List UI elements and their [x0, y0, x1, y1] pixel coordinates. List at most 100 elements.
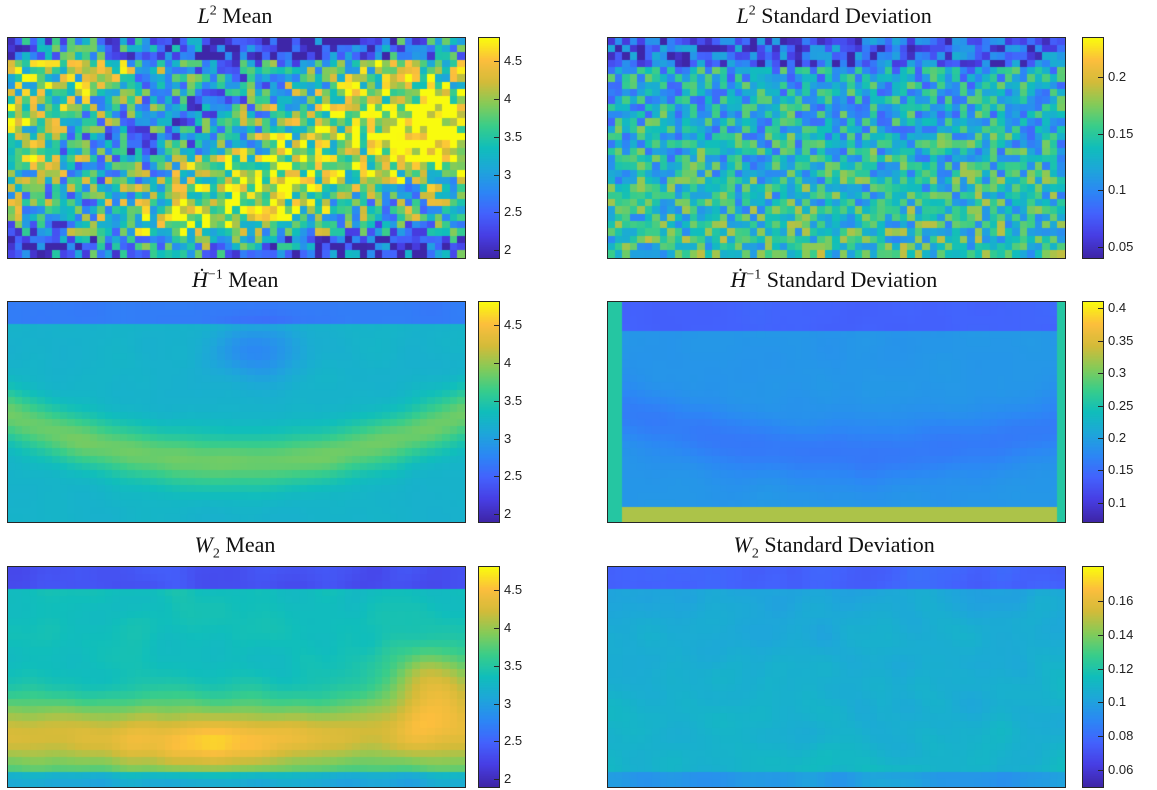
colorbar-tick-label: 3 [504, 167, 512, 182]
colorbar-tick [1098, 373, 1103, 374]
colorbar-tick [494, 212, 499, 213]
colorbar [1082, 301, 1104, 523]
heatmap [7, 37, 466, 259]
colorbar-tick-label: 4.5 [504, 53, 523, 68]
norm-superscript: −1 [746, 267, 762, 283]
colorbar-tick [494, 99, 499, 100]
colorbar-tick-label: 0.15 [1108, 462, 1134, 477]
colorbar-tick [1098, 736, 1103, 737]
colorbar-tick-label: 2.5 [504, 468, 523, 483]
colorbar-tick [1098, 190, 1103, 191]
panel-title: L2 Standard Deviation [737, 3, 932, 29]
colorbar-tick [1098, 669, 1103, 670]
heatmap [7, 566, 466, 788]
norm-symbol: L [197, 3, 210, 28]
colorbar-tick-label: 0.1 [1108, 495, 1127, 510]
colorbar-tick [1098, 470, 1103, 471]
panel-title: L2 Mean [198, 3, 273, 29]
heatmap [607, 566, 1066, 788]
norm-subscript: 2 [751, 546, 759, 562]
colorbar-tick [494, 363, 499, 364]
title-label: Mean [222, 267, 279, 292]
colorbar-tick [1098, 308, 1103, 309]
colorbar-tick-label: 0.1 [1108, 182, 1127, 197]
colorbar-gradient [479, 38, 499, 258]
colorbar-tick [494, 250, 499, 251]
colorbar-tick-label: 3.5 [504, 129, 523, 144]
colorbar-tick [1098, 406, 1103, 407]
colorbar-tick [494, 779, 499, 780]
colorbar-tick-label: 4.5 [504, 582, 523, 597]
heatmap-cells [608, 567, 1065, 787]
colorbar-tick [1098, 702, 1103, 703]
colorbar-tick-label: 0.06 [1108, 762, 1134, 777]
colorbar-tick [494, 514, 499, 515]
colorbar-tick [494, 741, 499, 742]
colorbar-tick-label: 0.25 [1108, 398, 1134, 413]
heatmap-cells [8, 302, 465, 522]
panel-title: Ḣ−1 Mean [192, 267, 278, 293]
colorbar-tick [1098, 438, 1103, 439]
colorbar-gradient [479, 567, 499, 787]
colorbar-tick-label: 0.2 [1108, 69, 1127, 84]
title-label: Mean [216, 3, 273, 28]
colorbar-tick-label: 3.5 [504, 393, 523, 408]
colorbar-tick [494, 325, 499, 326]
colorbar-tick [1098, 77, 1103, 78]
colorbar-tick-label: 0.2 [1108, 430, 1127, 445]
colorbar-tick [494, 628, 499, 629]
colorbar-tick-label: 2.5 [504, 733, 523, 748]
colorbar-tick-label: 0.15 [1108, 126, 1134, 141]
colorbar-tick [494, 590, 499, 591]
colorbar-tick-label: 2 [504, 506, 512, 521]
colorbar [478, 301, 500, 523]
heatmap-cells [8, 38, 465, 258]
colorbar-tick-label: 4 [504, 620, 512, 635]
colorbar-tick-label: 0.4 [1108, 300, 1127, 315]
colorbar-tick [1098, 770, 1103, 771]
colorbar-tick [1098, 341, 1103, 342]
norm-symbol: W [194, 532, 213, 557]
colorbar [478, 566, 500, 788]
colorbar-gradient [1083, 38, 1103, 258]
colorbar-tick [494, 401, 499, 402]
norm-superscript: 2 [209, 3, 217, 19]
heatmap [7, 301, 466, 523]
colorbar-tick-label: 0.12 [1108, 661, 1134, 676]
colorbar-tick-label: 0.35 [1108, 333, 1134, 348]
colorbar [478, 37, 500, 259]
colorbar-gradient [1083, 302, 1103, 522]
colorbar [1082, 566, 1104, 788]
colorbar-tick [494, 175, 499, 176]
colorbar-tick [1098, 134, 1103, 135]
colorbar-tick [494, 137, 499, 138]
colorbar-tick-label: 0.08 [1108, 728, 1134, 743]
colorbar-tick-label: 0.3 [1108, 365, 1127, 380]
colorbar-tick-label: 3 [504, 431, 512, 446]
colorbar-tick [494, 439, 499, 440]
title-label: Standard Deviation [761, 267, 938, 292]
norm-symbol: W [733, 532, 752, 557]
norm-superscript: −1 [207, 267, 223, 283]
title-label: Standard Deviation [755, 3, 932, 28]
panel-title: W2 Mean [195, 532, 276, 562]
colorbar-tick-label: 2 [504, 242, 512, 257]
colorbar-tick [1098, 635, 1103, 636]
colorbar-tick-label: 0.14 [1108, 627, 1134, 642]
colorbar-tick [494, 61, 499, 62]
colorbar-tick-label: 0.16 [1108, 593, 1134, 608]
colorbar-gradient [1083, 567, 1103, 787]
heatmap-cells [608, 302, 1065, 522]
norm-symbol: Ḣ [192, 267, 208, 292]
norm-symbol: L [736, 3, 749, 28]
colorbar-tick-label: 2 [504, 771, 512, 786]
colorbar-tick [1098, 601, 1103, 602]
title-label: Standard Deviation [758, 532, 935, 557]
colorbar-tick [494, 666, 499, 667]
colorbar-tick [1098, 503, 1103, 504]
heatmap [607, 37, 1066, 259]
heatmap [607, 301, 1066, 523]
norm-superscript: 2 [748, 3, 756, 19]
colorbar-tick-label: 4.5 [504, 317, 523, 332]
panel-title: W2 Standard Deviation [734, 532, 935, 562]
